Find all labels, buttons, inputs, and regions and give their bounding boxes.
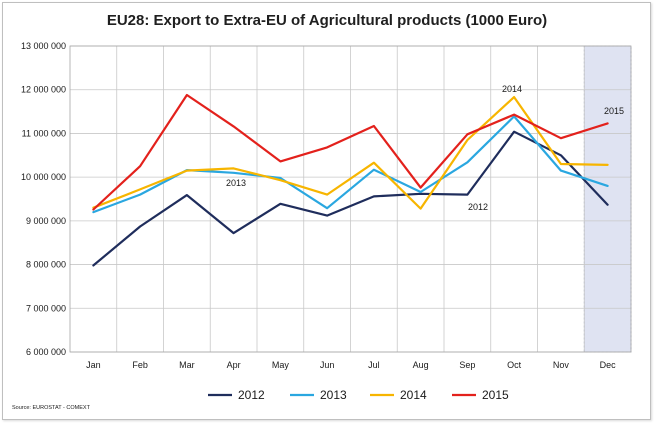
annotation-2015: 2015 bbox=[604, 106, 624, 116]
x-tick-label: Mar bbox=[179, 360, 195, 370]
legend-label-2012: 2012 bbox=[238, 388, 265, 402]
y-tick-label: 12 000 000 bbox=[21, 85, 66, 95]
y-tick-label: 6 000 000 bbox=[26, 347, 66, 357]
x-tick-label: Aug bbox=[413, 360, 429, 370]
x-tick-label: May bbox=[272, 360, 290, 370]
annotation-2013: 2013 bbox=[226, 178, 246, 188]
legend: 2012 2013 2014 2015 bbox=[208, 388, 509, 402]
chart-frame bbox=[2, 2, 651, 420]
source-note: Source: EUROSTAT - COMEXT bbox=[12, 405, 91, 411]
shaded-region-dec bbox=[583, 45, 632, 353]
legend-label-2015: 2015 bbox=[482, 388, 509, 402]
annotation-2014: 2014 bbox=[502, 84, 522, 94]
x-tick-label: Jul bbox=[368, 360, 380, 370]
plot-area: 6 000 000 7 000 000 8 000 000 9 000 000 10 0… bbox=[21, 41, 632, 370]
series-line-2012 bbox=[92, 130, 609, 267]
series-line-2014 bbox=[92, 95, 609, 210]
y-tick-label: 10 000 000 bbox=[21, 172, 66, 182]
y-tick-label: 13 000 000 bbox=[21, 41, 66, 51]
legend-label-2014: 2014 bbox=[400, 388, 427, 402]
series-line-2015 bbox=[92, 93, 609, 211]
x-tick-label: Nov bbox=[553, 360, 570, 370]
y-tick-label: 7 000 000 bbox=[26, 303, 66, 313]
y-tick-label: 9 000 000 bbox=[26, 216, 66, 226]
legend-label-2013: 2013 bbox=[320, 388, 347, 402]
x-tick-label: Feb bbox=[132, 360, 148, 370]
x-tick-label: Jun bbox=[320, 360, 335, 370]
plot-border bbox=[69, 45, 632, 353]
y-tick-label: 8 000 000 bbox=[26, 260, 66, 270]
x-tick-label: Dec bbox=[600, 360, 617, 370]
x-tick-label: Sep bbox=[459, 360, 475, 370]
y-tick-label: 11 000 000 bbox=[22, 128, 66, 138]
chart-title: EU28: Export to Extra-EU of Agricultural… bbox=[107, 12, 547, 29]
x-tick-label: Oct bbox=[507, 360, 522, 370]
x-tick-label: Apr bbox=[227, 360, 241, 370]
annotation-2012: 2012 bbox=[468, 202, 488, 212]
x-tick-label: Jan bbox=[86, 360, 101, 370]
